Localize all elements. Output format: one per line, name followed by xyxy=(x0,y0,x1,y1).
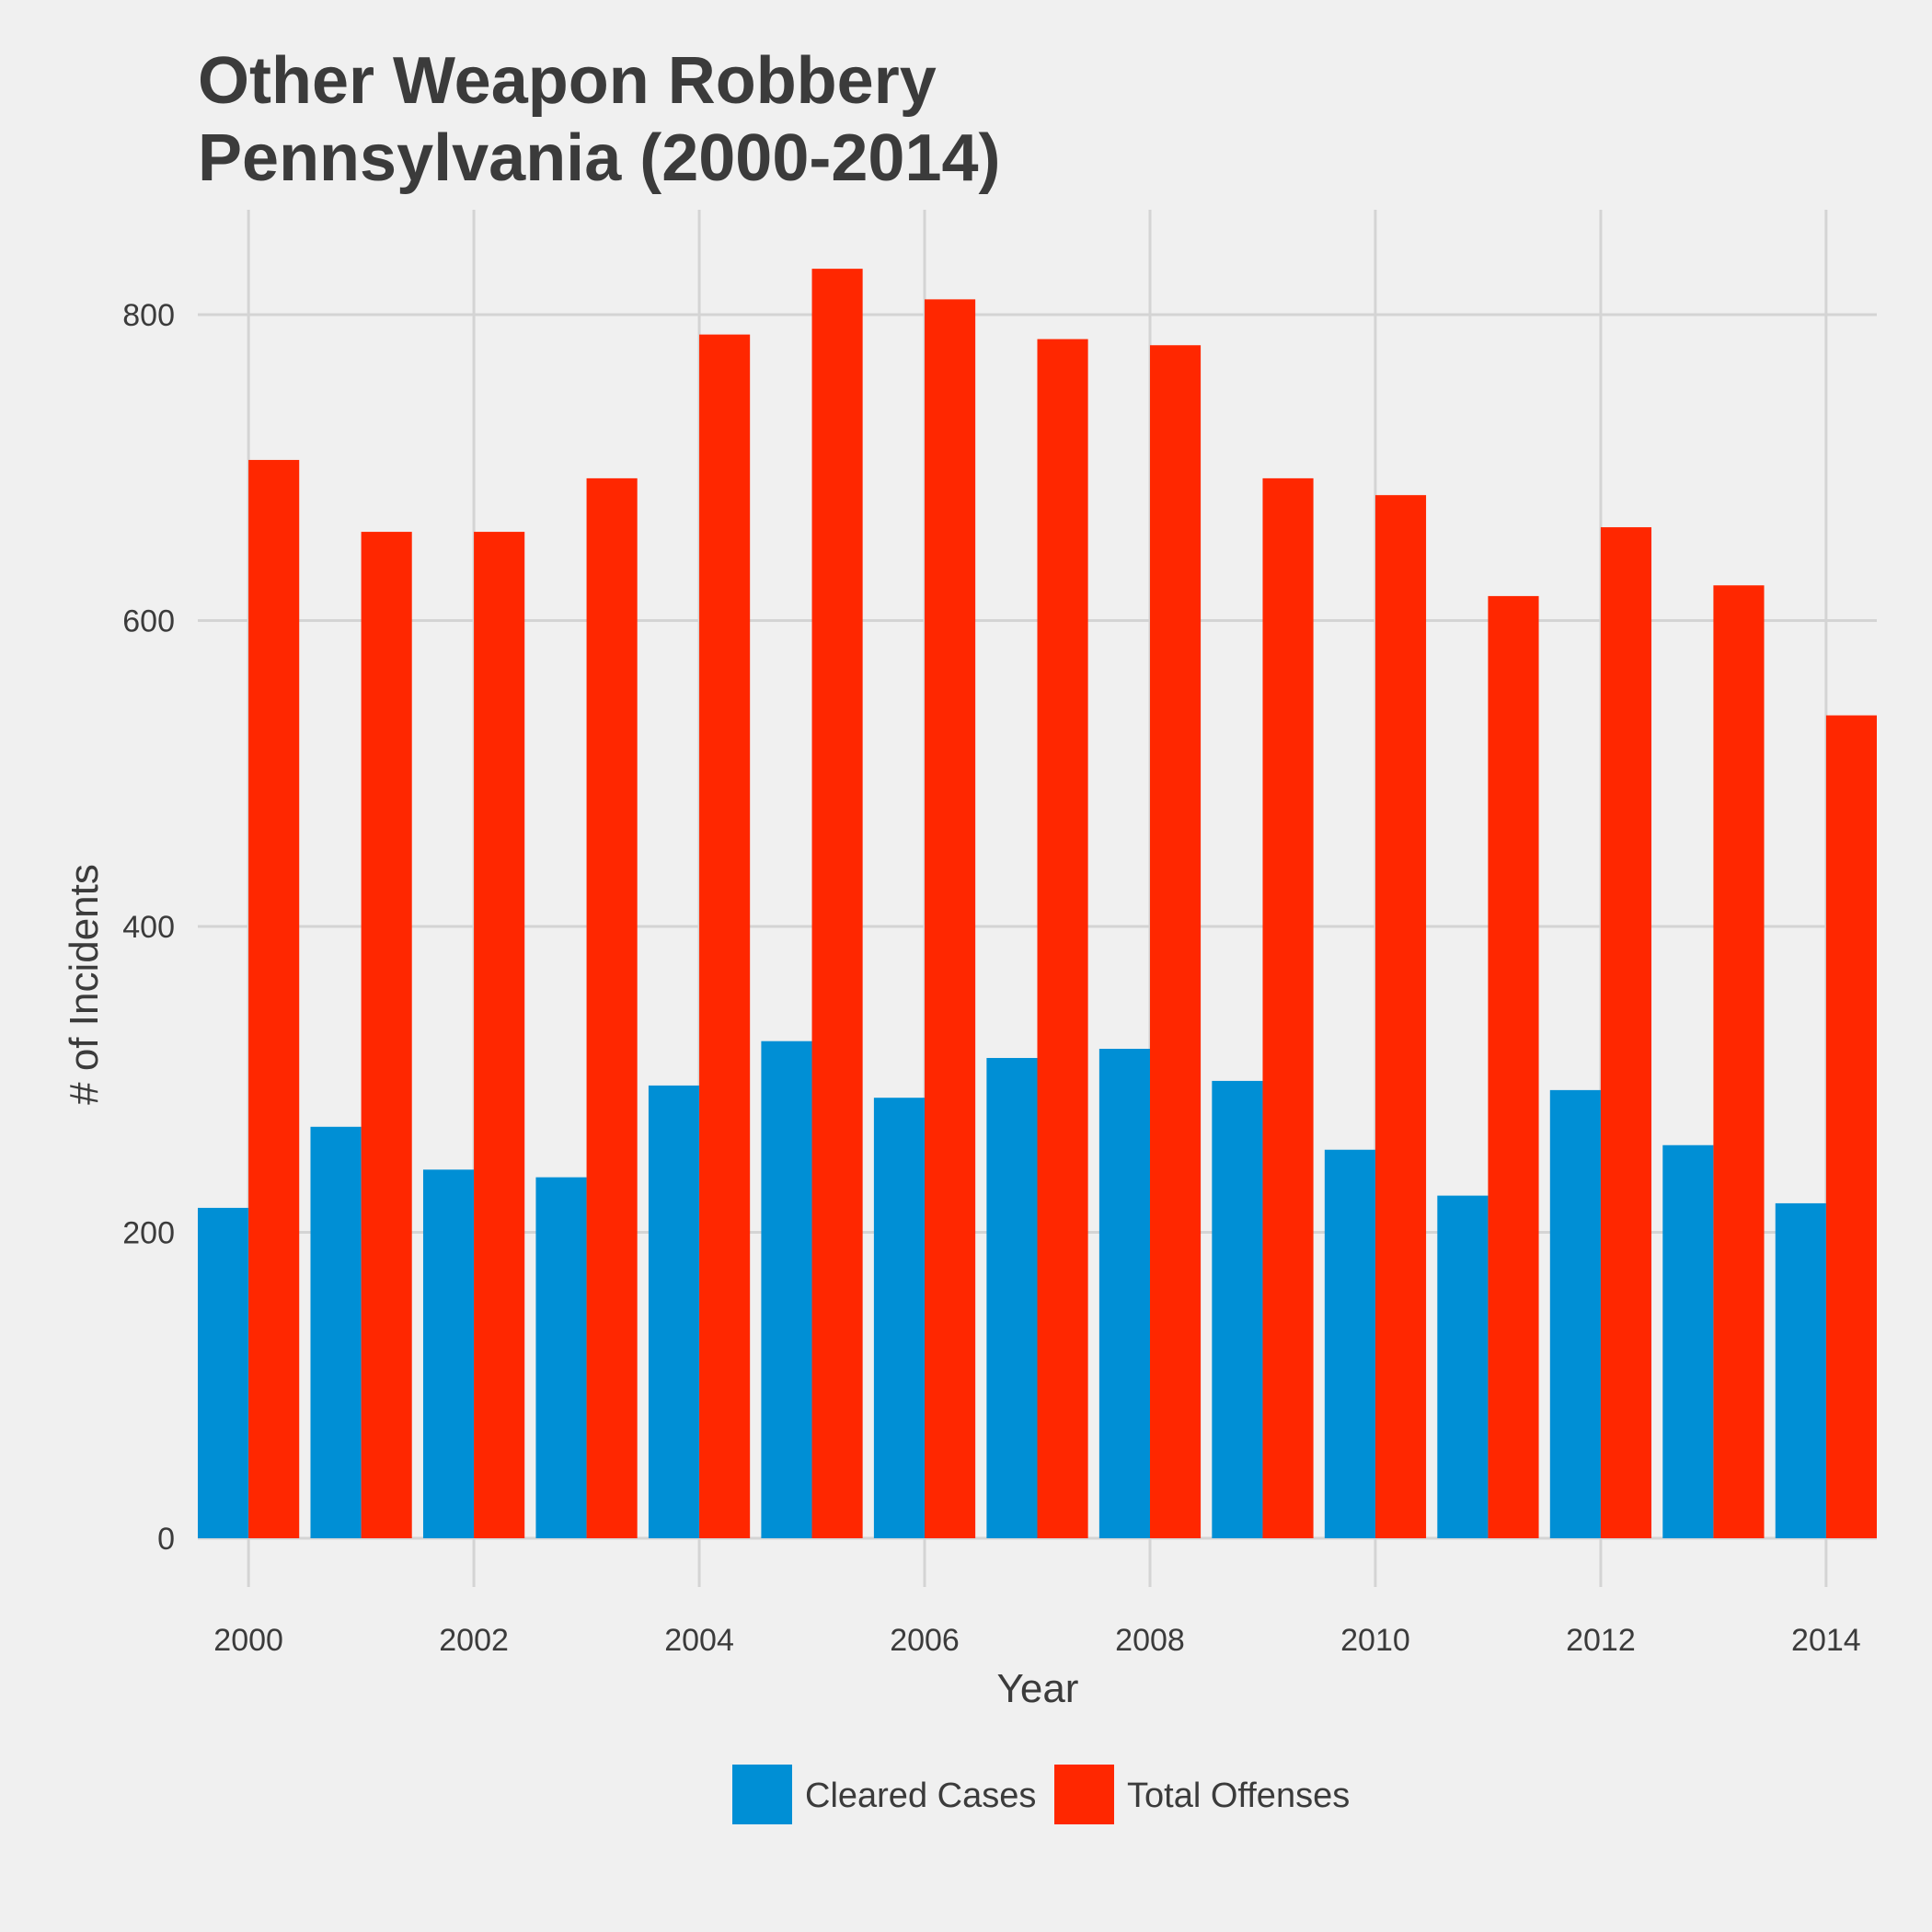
legend-key-total-offenses xyxy=(1054,1765,1114,1824)
chart-subtitle: Pennsylvania (2000-2014) xyxy=(198,121,1001,195)
x-tick-label: 2012 xyxy=(1566,1623,1636,1658)
x-axis-title: Year xyxy=(997,1666,1079,1711)
legend: Cleared Cases Total Offenses xyxy=(732,1765,1350,1824)
bar-total-offenses-2009 xyxy=(1262,477,1314,1539)
bar-cleared-cases-2002 xyxy=(422,1169,475,1538)
bar-total-offenses-2012 xyxy=(1600,527,1652,1538)
y-tick-label: 800 xyxy=(122,298,175,333)
bar-cleared-cases-2009 xyxy=(1212,1080,1263,1538)
bar-cleared-cases-2004 xyxy=(648,1085,700,1538)
bar-total-offenses-2004 xyxy=(699,334,751,1538)
bar-total-offenses-2007 xyxy=(1037,339,1088,1539)
x-tick-label: 2000 xyxy=(213,1623,283,1658)
bar-total-offenses-2011 xyxy=(1488,595,1539,1538)
bar-cleared-cases-2000 xyxy=(198,1207,249,1538)
bar-cleared-cases-2001 xyxy=(310,1126,362,1538)
bar-total-offenses-2008 xyxy=(1149,345,1202,1538)
x-tick-label: 2008 xyxy=(1115,1623,1185,1658)
bar-cleared-cases-2005 xyxy=(761,1041,812,1538)
x-tick-label: 2014 xyxy=(1791,1623,1861,1658)
bars xyxy=(198,269,1877,1539)
bar-total-offenses-2001 xyxy=(361,532,412,1539)
y-tick-label: 0 xyxy=(157,1522,175,1557)
bar-cleared-cases-2013 xyxy=(1662,1144,1714,1538)
legend-label-cleared-cases: Cleared Cases xyxy=(805,1777,1036,1815)
bar-cleared-cases-2014 xyxy=(1775,1202,1826,1538)
legend-label-total-offenses: Total Offenses xyxy=(1127,1777,1350,1815)
bar-total-offenses-2006 xyxy=(925,299,976,1538)
bar-cleared-cases-2003 xyxy=(535,1177,587,1538)
bar-cleared-cases-2010 xyxy=(1324,1149,1375,1538)
y-tick-label: 200 xyxy=(122,1216,175,1251)
chart-title: Other Weapon Robbery xyxy=(198,44,937,118)
x-tick-labels: 2000 2002 2004 2006 2008 2010 2012 2014 xyxy=(213,1623,1860,1658)
bar-total-offenses-2003 xyxy=(586,477,638,1539)
x-tick-label: 2002 xyxy=(439,1623,509,1658)
bar-cleared-cases-2008 xyxy=(1098,1049,1150,1538)
x-tick-label: 2010 xyxy=(1340,1623,1410,1658)
bar-total-offenses-2010 xyxy=(1374,495,1427,1538)
legend-key-cleared-cases xyxy=(732,1765,792,1824)
y-tick-labels: 0 200 400 600 800 xyxy=(122,298,175,1557)
y-tick-label: 400 xyxy=(122,910,175,945)
x-tick-label: 2004 xyxy=(664,1623,734,1658)
bar-total-offenses-2000 xyxy=(248,459,300,1538)
bar-cleared-cases-2012 xyxy=(1549,1089,1601,1538)
bar-cleared-cases-2006 xyxy=(873,1098,926,1538)
y-tick-label: 600 xyxy=(122,604,175,639)
bar-cleared-cases-2011 xyxy=(1437,1195,1489,1538)
x-tick-label: 2006 xyxy=(890,1623,960,1658)
y-axis-title: # of Incidents xyxy=(62,864,107,1105)
bar-total-offenses-2014 xyxy=(1825,715,1877,1538)
bar-total-offenses-2013 xyxy=(1713,585,1765,1539)
bar-total-offenses-2002 xyxy=(474,532,525,1539)
bar-cleared-cases-2007 xyxy=(986,1057,1038,1538)
bar-total-offenses-2005 xyxy=(811,269,863,1538)
